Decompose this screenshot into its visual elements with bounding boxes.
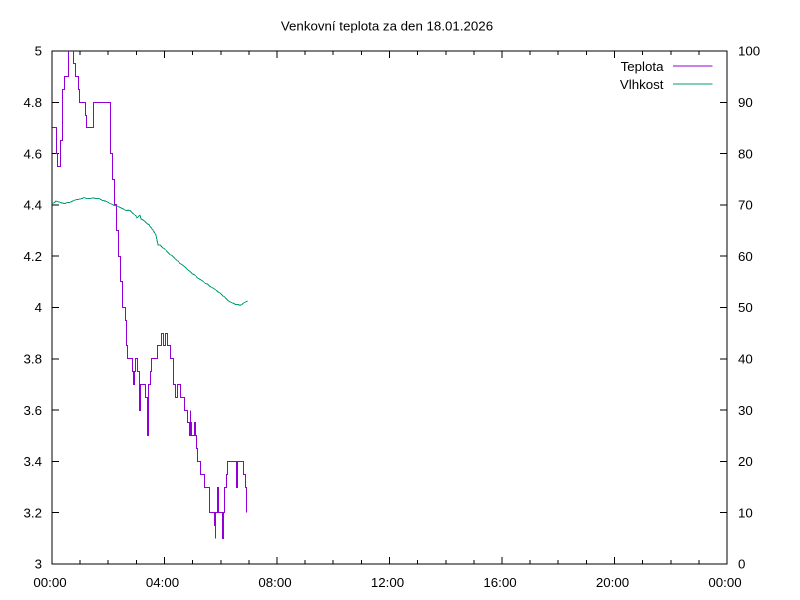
svg-text:60: 60 [738,249,753,264]
svg-text:50: 50 [738,300,753,315]
svg-text:00:00: 00:00 [708,575,741,590]
svg-text:20: 20 [738,454,753,469]
svg-text:04:00: 04:00 [146,575,179,590]
svg-text:00:00: 00:00 [33,575,66,590]
svg-text:20:00: 20:00 [596,575,629,590]
svg-text:0: 0 [738,557,745,572]
svg-text:16:00: 16:00 [483,575,516,590]
svg-text:4: 4 [35,300,42,315]
svg-text:3: 3 [35,557,42,572]
svg-text:12:00: 12:00 [371,575,404,590]
svg-text:3.8: 3.8 [24,352,43,367]
svg-text:3.4: 3.4 [24,454,43,469]
svg-text:100: 100 [738,44,760,59]
svg-text:90: 90 [738,95,753,110]
svg-text:3.6: 3.6 [24,403,43,418]
svg-text:5: 5 [35,44,42,59]
svg-text:4.4: 4.4 [24,198,43,213]
svg-text:Venkovní teplota za den 18.01.: Venkovní teplota za den 18.01.2026 [281,19,493,34]
svg-text:Teplota: Teplota [621,59,664,74]
svg-text:4.2: 4.2 [24,249,43,264]
svg-text:3.2: 3.2 [24,505,43,520]
svg-text:80: 80 [738,146,753,161]
svg-text:Vlhkost: Vlhkost [620,77,664,92]
svg-text:30: 30 [738,403,753,418]
svg-text:4.8: 4.8 [24,95,43,110]
svg-text:10: 10 [738,505,753,520]
svg-text:70: 70 [738,198,753,213]
svg-text:4.6: 4.6 [24,146,43,161]
svg-text:08:00: 08:00 [258,575,291,590]
svg-text:40: 40 [738,352,753,367]
